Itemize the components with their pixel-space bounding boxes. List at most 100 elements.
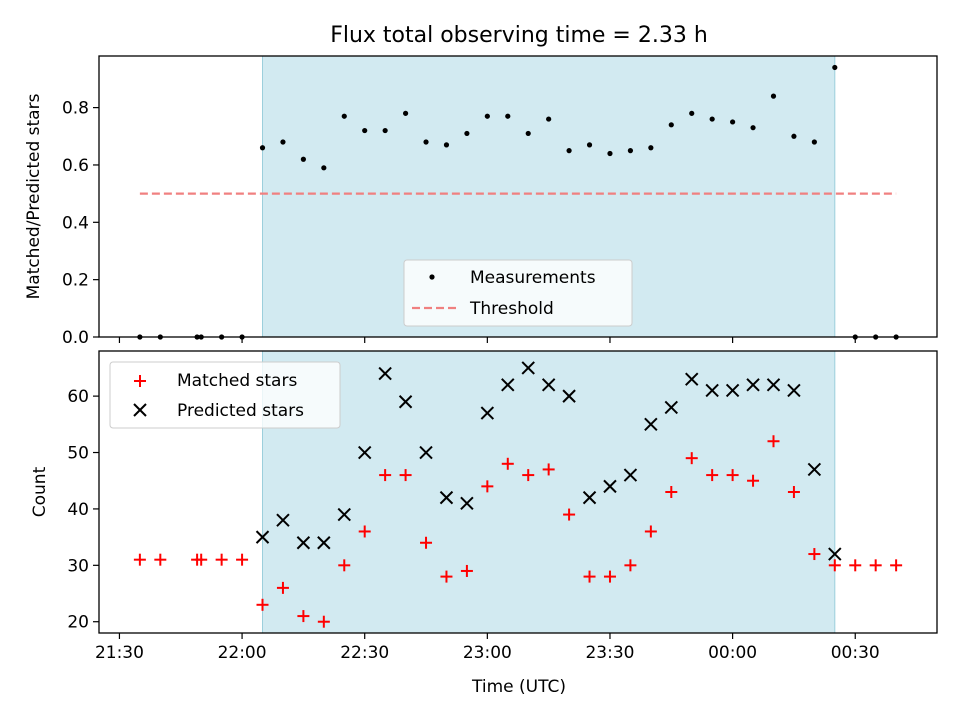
matched-point-29 <box>726 469 739 482</box>
legend-measurements-label: Measurements <box>470 268 596 288</box>
measurement-point-14 <box>423 139 429 145</box>
predicted-point-18 <box>623 468 638 482</box>
predicted-point-27 <box>807 462 822 477</box>
measurement-point-29 <box>730 119 736 125</box>
matched-point-16 <box>460 564 473 577</box>
predicted-point-7-b <box>398 395 413 409</box>
predicted-point-26-b <box>787 383 801 398</box>
predicted-point-22 <box>705 383 719 398</box>
matched-point-11 <box>358 525 371 538</box>
matched-point-8 <box>297 610 310 623</box>
ratio-legend-box <box>403 259 633 327</box>
count-y-tick-label-4: 60 <box>67 387 89 407</box>
count-marks <box>133 361 903 628</box>
panel-ratio-frame <box>98 55 938 338</box>
measurement-point-6 <box>259 145 266 151</box>
measurement-point-11 <box>362 127 368 134</box>
predicted-point-23-b <box>725 383 740 398</box>
ratio-legend: Measurements Threshold <box>403 259 633 327</box>
measurement-point-7 <box>280 139 286 145</box>
matched-point-10 <box>338 559 351 572</box>
matched-point-31 <box>767 435 780 448</box>
panel-counts-frame <box>98 350 938 634</box>
matched-point-35 <box>849 559 862 572</box>
predicted-point-25 <box>766 378 781 392</box>
legend-measurements-marker <box>429 274 435 280</box>
predicted-point-2 <box>296 536 311 550</box>
measurement-point-12 <box>382 127 388 134</box>
measurement-point-13 <box>402 110 409 116</box>
matched-point-9 <box>317 615 330 628</box>
predicted-point-11-b <box>480 406 495 420</box>
x-tick-label-3: 23:00 <box>463 643 512 663</box>
matched-point-19 <box>522 469 535 482</box>
matched-point-17 <box>481 480 494 493</box>
count-axes: 20 30 40 50 60 21:30 22:00 22:30 23:00 23:30 00:00… <box>67 387 879 663</box>
predicted-point-12-b <box>501 378 515 392</box>
matched-point-23 <box>603 570 616 583</box>
measurement-point-31 <box>770 93 777 99</box>
matched-point-20 <box>542 463 555 476</box>
predicted-point-15 <box>562 389 576 403</box>
x-tick-label-1: 22:00 <box>218 643 267 663</box>
panel-ratio: 0.00.20.40.60.8 Matched/Predicted stars … <box>24 55 938 348</box>
predicted-point-25-b <box>766 378 781 392</box>
panel-counts: 20 30 40 50 60 21:30 22:00 22:30 23:00 23:30 00:00… <box>30 350 938 697</box>
matched-point-1 <box>154 553 167 566</box>
matched-point-32 <box>787 486 800 498</box>
measurement-point-21 <box>566 148 572 154</box>
measurement-point-9 <box>321 165 327 171</box>
x-axis-label: Time (UTC) <box>471 677 566 697</box>
legend-matched-marker <box>134 375 146 387</box>
x-tick-label-0: 21:30 <box>95 643 144 663</box>
matched-point-7 <box>276 581 289 594</box>
predicted-point-23 <box>725 383 740 398</box>
measurement-point-15 <box>443 142 450 148</box>
predicted-point-13 <box>521 361 535 375</box>
ratio-y-tick-label-3: 0.6 <box>62 156 89 176</box>
count-y-axis-label: Count <box>30 466 50 517</box>
measurement-point-18 <box>505 113 511 119</box>
predicted-point-8 <box>419 445 433 460</box>
predicted-point-5-b <box>358 445 372 460</box>
predicted-point-14-b <box>541 378 556 392</box>
predicted-point-12 <box>501 378 515 392</box>
matched-point-3 <box>195 553 208 566</box>
ratio-axes: 0.0 0.2 0.4 0.6 0.8 <box>62 99 856 348</box>
predicted-point-27-b <box>807 462 822 477</box>
count-y-tick-label-0: 20 <box>67 613 89 633</box>
matched-point-28 <box>706 469 719 482</box>
ratio-y-tick-label-1: 0.2 <box>62 271 89 291</box>
matched-point-36 <box>869 559 882 572</box>
chart-title: Flux total observing time = 2.33 h <box>330 23 708 48</box>
matched-point-30 <box>747 474 760 487</box>
matched-point-34 <box>828 559 841 572</box>
predicted-point-24-b <box>746 378 760 392</box>
predicted-point-28 <box>828 547 842 561</box>
predicted-point-8-b <box>419 445 433 460</box>
measurement-point-8 <box>300 156 306 162</box>
measurement-point-19 <box>525 130 531 137</box>
predicted-point-6-b <box>378 366 392 381</box>
count-legend-box <box>109 361 341 429</box>
predicted-point-20 <box>664 400 678 415</box>
legend-matched-label: Matched stars <box>177 371 297 391</box>
measurement-point-30 <box>750 125 756 131</box>
predicted-point-7 <box>398 395 413 409</box>
predicted-point-10 <box>460 496 474 510</box>
matched-point-26 <box>665 486 678 498</box>
measurement-point-25 <box>648 145 654 151</box>
matched-point-25 <box>644 525 657 538</box>
matched-point-37 <box>890 559 903 572</box>
measurement-point-17 <box>484 113 490 119</box>
measurement-point-26 <box>668 122 674 128</box>
predicted-point-1 <box>276 513 290 527</box>
predicted-point-13-b <box>521 361 535 375</box>
x-tick-label-5: 00:00 <box>708 643 757 663</box>
predicted-point-17-b <box>603 479 617 494</box>
matched-point-33 <box>808 548 821 561</box>
predicted-point-26 <box>787 383 801 398</box>
ratio-marks <box>137 64 899 340</box>
predicted-point-2-b <box>296 536 311 550</box>
